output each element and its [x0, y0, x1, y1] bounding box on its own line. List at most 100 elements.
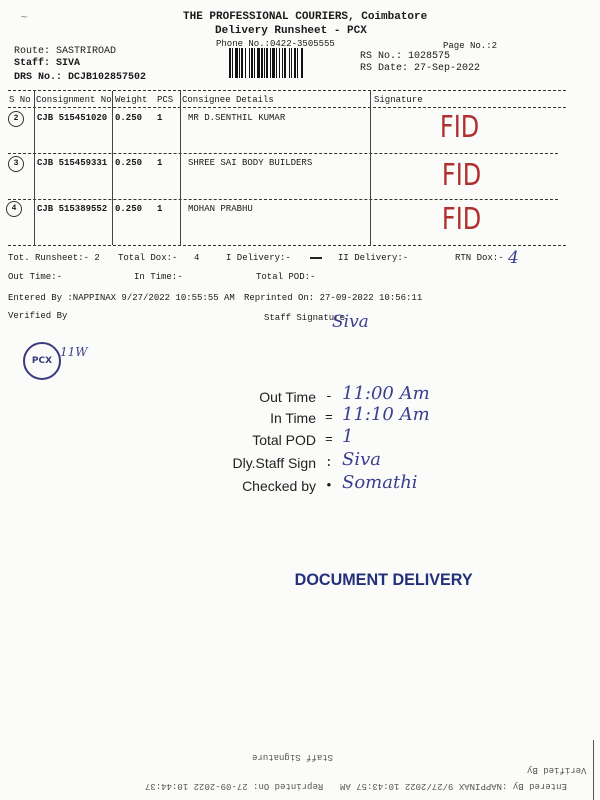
summary-label: In Time	[270, 410, 316, 426]
consignment-no: CJB 515389552	[37, 204, 108, 214]
barcode-bar	[270, 48, 271, 78]
summary-separator: =	[325, 410, 333, 425]
summary-separator: -	[325, 389, 333, 404]
entered-by: Entered By :NAPPINAX 9/27/2022 10:55:55 …	[8, 293, 235, 303]
barcode-bar	[272, 48, 275, 78]
bleed-reprinted-on: Reprinted On: 27-09-2022 10:44:37	[145, 781, 324, 791]
summary-value-handwritten: Somathi	[342, 472, 418, 493]
weight: 0.250	[115, 113, 143, 123]
summary-label: Checked by	[242, 478, 316, 494]
document-delivery-stamp: DOCUMENT DELIVERY	[294, 570, 473, 589]
document-title: Delivery Runsheet - PCX	[215, 25, 367, 37]
consignment-no: CJB 515459331	[37, 158, 108, 168]
summary-label: Out Time	[259, 389, 316, 405]
total-dox-value: 4	[194, 253, 200, 263]
barcode-bar	[229, 48, 231, 78]
barcode-bar	[289, 48, 290, 78]
i-delivery: I Delivery:-	[226, 253, 291, 263]
phone-number: Phone No.:0422-3505555	[216, 39, 335, 49]
ii-delivery: II Delivery:-	[338, 253, 409, 263]
total-dox-label: Total Dox:-	[118, 253, 178, 263]
bleed-staff-signature: Staff Signature	[252, 752, 334, 762]
barcode-bar	[254, 48, 255, 78]
pcs: 1	[157, 113, 163, 123]
column-divider	[34, 91, 35, 245]
barcode-bar	[303, 48, 304, 78]
pcs: 1	[157, 158, 163, 168]
consignee: SHREE SAI BODY BUILDERS	[188, 158, 313, 168]
barcode-bar	[239, 48, 240, 78]
barcode-bar	[294, 48, 296, 78]
rtn-dox-handwritten: 4	[508, 248, 519, 268]
bleed-verified-by: Verified By	[527, 765, 587, 775]
page-edge	[593, 740, 594, 800]
consignee: MOHAN PRABHU	[188, 204, 253, 214]
col-header-pcs: PCS	[157, 95, 174, 105]
barcode-bar	[276, 48, 277, 78]
summary-value-handwritten: 11:10 Am	[342, 404, 430, 425]
barcode-bar	[241, 48, 243, 78]
signature-handwritten: FID	[441, 202, 482, 237]
row-divider	[8, 199, 558, 200]
barcode-bar	[232, 48, 233, 78]
staff: Staff: SIVA	[14, 58, 81, 69]
barcode-bar	[284, 48, 286, 78]
col-header-consignee: Consignee Details	[182, 95, 274, 105]
barcode-bar	[297, 48, 298, 78]
company-name: THE PROFESSIONAL COURIERS, Coimbatore	[183, 11, 428, 23]
barcode-bar	[261, 48, 263, 78]
stamp-text: PCX	[31, 356, 53, 366]
staff-signature-handwritten: Siva	[332, 312, 369, 332]
barcode-bar	[245, 48, 246, 78]
summary-value-handwritten: Siva	[342, 449, 381, 470]
barcode-bar	[291, 48, 292, 78]
sno-circled: 4	[6, 201, 22, 217]
tot-runsheet: Tot. Runsheet:- 2	[8, 253, 100, 263]
column-divider	[112, 91, 113, 245]
barcode-bar	[235, 48, 238, 78]
scribble-mark: ~	[20, 12, 29, 23]
summary-label: Total POD	[252, 432, 316, 448]
sno-circled: 3	[8, 156, 24, 172]
barcode-bar	[264, 48, 265, 78]
barcode-bar	[266, 48, 268, 78]
summary-value-handwritten: 11:00 Am	[342, 383, 430, 404]
barcode-bar	[301, 48, 303, 78]
consignment-no: CJB 515451020	[37, 113, 108, 123]
barcode-bar	[282, 48, 283, 78]
signature-handwritten: FID	[439, 110, 480, 145]
sno-circled: 2	[8, 111, 24, 127]
summary-value-handwritten: 1	[342, 426, 354, 447]
rs-number: RS No.: 1028575	[360, 51, 451, 62]
in-time-label: In Time:-	[134, 272, 183, 282]
column-divider	[180, 91, 181, 245]
table-bottom-rule	[8, 245, 566, 246]
weight: 0.250	[115, 158, 143, 168]
summary-separator: :	[325, 455, 333, 470]
col-header-consignment: Consignment No	[36, 95, 112, 105]
col-header-sno: S No	[9, 95, 31, 105]
summary-separator: =	[325, 432, 333, 447]
barcode-bar	[257, 48, 260, 78]
bleed-entered-by: Entered By :NAPPINAX 9/27/2022 10:43:57 …	[340, 781, 567, 791]
column-divider	[370, 91, 371, 245]
barcode-bar	[279, 48, 280, 78]
pcs: 1	[157, 204, 163, 214]
barcode	[229, 48, 351, 78]
dash-mark	[310, 257, 322, 259]
route: Route: SASTRIROAD	[14, 46, 117, 57]
barcode-bar	[251, 48, 253, 78]
weight: 0.250	[115, 204, 143, 214]
barcode-bar	[249, 48, 250, 78]
staff-signature-label: Staff Signature	[264, 313, 346, 323]
row-divider	[8, 153, 558, 154]
out-time-label: Out Time:-	[8, 272, 63, 282]
col-header-weight: Weight	[115, 95, 148, 105]
rtn-dox-label: RTN Dox:-	[455, 253, 504, 263]
stamp-handwritten: 11W	[60, 345, 88, 359]
summary-label: Dly.Staff Sign	[232, 455, 316, 471]
verified-by: Verified By	[8, 311, 68, 321]
col-header-signature: Signature	[374, 95, 423, 105]
drs-number: DRS No.: DCJB102857502	[14, 72, 147, 83]
rs-date: RS Date: 27-Sep-2022	[360, 63, 481, 74]
